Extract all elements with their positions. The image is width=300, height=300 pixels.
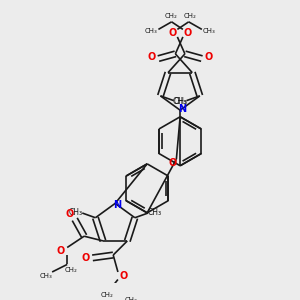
Text: CH₂: CH₂ [183, 13, 196, 19]
Text: O: O [169, 158, 177, 168]
Text: CH₃: CH₃ [173, 97, 187, 106]
Text: CH₃: CH₃ [125, 297, 137, 300]
Text: O: O [119, 271, 128, 281]
Text: CH₃: CH₃ [40, 273, 53, 279]
Text: CH₃: CH₃ [69, 208, 83, 217]
Text: O: O [204, 52, 213, 62]
Text: CH₃: CH₃ [148, 208, 162, 217]
Text: CH₃: CH₃ [203, 28, 216, 34]
Text: O: O [82, 253, 90, 263]
Text: O: O [56, 246, 65, 256]
Text: O: O [184, 28, 192, 38]
Text: O: O [66, 208, 74, 219]
Text: O: O [169, 28, 177, 38]
Text: CH₂: CH₂ [64, 267, 77, 273]
Text: N: N [113, 200, 121, 210]
Text: O: O [148, 52, 156, 62]
Text: N: N [178, 104, 186, 114]
Text: CH₃: CH₃ [145, 28, 157, 34]
Text: CH₂: CH₂ [164, 13, 177, 19]
Text: CH₂: CH₂ [100, 292, 113, 298]
Text: CH₃: CH₃ [173, 97, 187, 106]
